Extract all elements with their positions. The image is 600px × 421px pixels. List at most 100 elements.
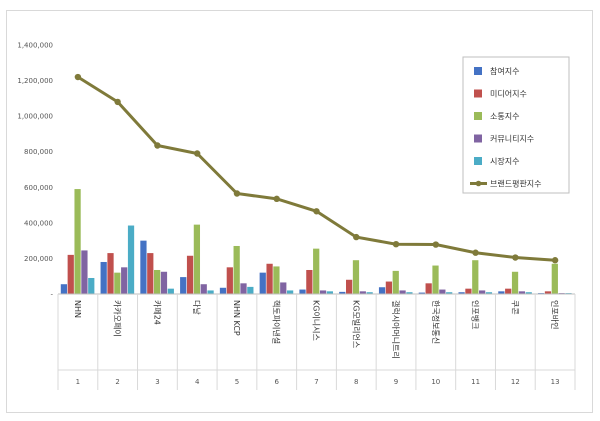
y-tick-label: 400,000 xyxy=(24,219,53,227)
bar-2 xyxy=(186,255,194,294)
x-category-label: 쿠콘 xyxy=(510,300,519,315)
x-index-label: 1 xyxy=(76,378,80,386)
legend-label: 참여지수 xyxy=(490,66,519,76)
bar-2 xyxy=(544,291,552,294)
bar-3 xyxy=(313,248,320,294)
bar-3 xyxy=(74,189,81,294)
bar-4 xyxy=(359,291,366,294)
bar-2 xyxy=(346,279,353,294)
bar-1 xyxy=(498,291,505,294)
legend-box xyxy=(462,56,570,194)
bar-4 xyxy=(160,271,168,294)
x-category-label: 갤럭시아머니트리 xyxy=(391,300,401,359)
x-index-label: 5 xyxy=(235,378,239,386)
bar-2 xyxy=(306,269,313,294)
legend-label: 소통지수 xyxy=(490,112,519,121)
line-point xyxy=(551,257,559,264)
line-point xyxy=(193,150,201,157)
bar-3 xyxy=(432,265,439,294)
x-category-label: 카페24 xyxy=(152,300,162,325)
line-point xyxy=(313,208,320,215)
x-index-label: 10 xyxy=(431,378,440,386)
bar-2 xyxy=(107,253,114,294)
bar-3 xyxy=(273,266,280,294)
line-point xyxy=(154,142,161,149)
line-point xyxy=(114,98,121,106)
legend-swatch xyxy=(474,134,482,143)
bar-3 xyxy=(551,263,558,294)
bar-3 xyxy=(352,260,360,294)
bar-1 xyxy=(60,284,68,294)
legend-label: 커뮤니티지수 xyxy=(490,134,534,144)
bar-3 xyxy=(114,272,121,294)
bar-1 xyxy=(180,277,187,294)
bar-3 xyxy=(472,260,479,294)
bar-4 xyxy=(240,283,247,294)
bar-5 xyxy=(366,292,373,294)
bar-4 xyxy=(399,290,406,294)
bar-1 xyxy=(140,240,147,294)
legend-label: 미디어지수 xyxy=(490,89,527,99)
x-index-label: 12 xyxy=(511,378,520,386)
bar-5 xyxy=(88,277,95,294)
legend-marker xyxy=(475,180,482,187)
bar-5 xyxy=(127,225,135,294)
bar-2 xyxy=(226,267,233,294)
legend-swatch xyxy=(474,67,482,75)
bar-layer xyxy=(60,189,572,294)
bar-5 xyxy=(485,292,493,294)
bar-1 xyxy=(299,289,306,294)
x-axis: NHN 1 카카오페이 2 카페24 3 다날 4 NHN KCP 5 헥토파이낸셜 6 KG이니시스 7… xyxy=(57,293,576,390)
bar-2 xyxy=(67,254,74,294)
legend-swatch xyxy=(474,89,482,98)
bar-1 xyxy=(339,291,346,294)
y-tick-label: 1,000,000 xyxy=(17,113,53,121)
line-point xyxy=(74,73,82,81)
x-category-label: 다날 xyxy=(192,300,202,315)
x-index-label: 9 xyxy=(394,378,398,386)
bar-2 xyxy=(465,288,472,294)
x-index-label: 6 xyxy=(274,378,279,386)
bar-4 xyxy=(81,250,88,294)
line-point xyxy=(353,233,360,241)
x-category-label: KG이니시스 xyxy=(312,300,322,341)
x-index-label: 2 xyxy=(115,378,119,386)
bar-5 xyxy=(446,292,453,294)
bar-2 xyxy=(266,263,273,294)
bar-4 xyxy=(478,290,486,294)
bar-4 xyxy=(518,291,526,294)
bar-2 xyxy=(147,253,154,294)
bar-1 xyxy=(418,292,425,294)
bar-2 xyxy=(425,283,432,294)
bar-1 xyxy=(458,292,465,294)
y-tick-label: 1,200,000 xyxy=(17,77,53,85)
bar-3 xyxy=(193,224,201,294)
bar-3 xyxy=(233,245,240,294)
line-point xyxy=(233,190,241,197)
x-category-label: NHN xyxy=(73,300,82,318)
bar-1 xyxy=(259,272,266,294)
bar-5 xyxy=(525,292,532,294)
x-category-label: 인포뱅크 xyxy=(471,300,481,329)
y-tick-label: 1,400,000 xyxy=(17,42,53,50)
bar-4 xyxy=(439,289,446,294)
x-index-label: 13 xyxy=(551,378,560,386)
x-category-label: 한국정보통신 xyxy=(431,300,441,344)
x-category-label: 카카오페이 xyxy=(113,300,123,337)
x-index-label: 4 xyxy=(195,378,200,386)
line-layer xyxy=(74,73,559,264)
y-tick-label: 800,000 xyxy=(24,148,53,156)
bar-1 xyxy=(100,261,107,294)
bar-1 xyxy=(378,287,386,294)
legend-swatch xyxy=(474,112,482,120)
bar-5 xyxy=(406,292,413,294)
line-point xyxy=(392,241,400,248)
bar-2 xyxy=(505,288,512,294)
bar-2 xyxy=(385,281,393,294)
x-index-label: 11 xyxy=(471,378,480,386)
bar-5 xyxy=(207,290,214,294)
bar-3 xyxy=(392,270,399,294)
x-category-label: KG모빌리언스 xyxy=(351,300,361,348)
bar-5 xyxy=(167,288,174,294)
